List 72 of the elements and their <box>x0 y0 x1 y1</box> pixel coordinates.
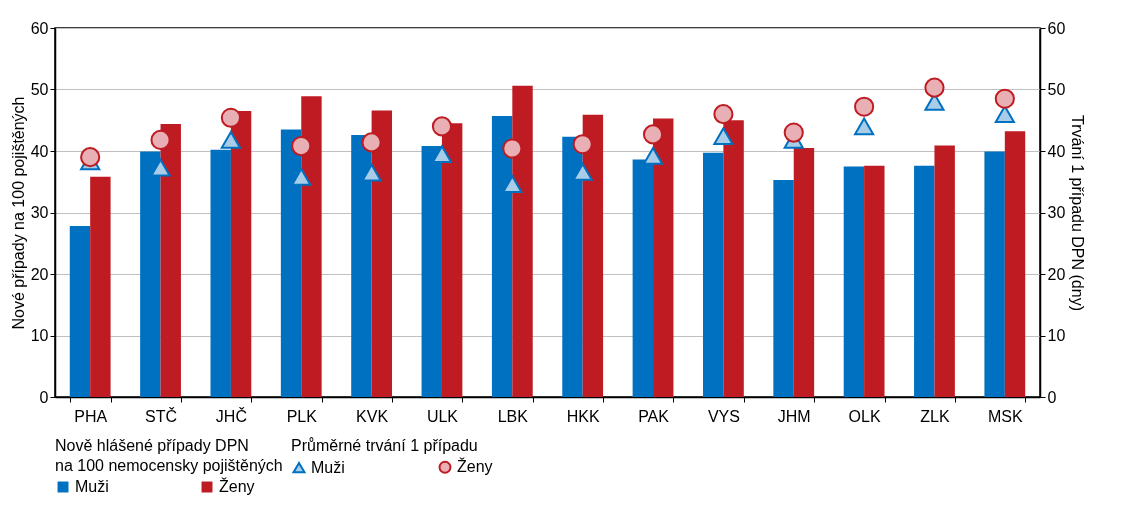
y-tick-label: 10 <box>30 327 49 344</box>
bar <box>702 152 724 397</box>
x-tick-label: LBK <box>497 407 529 425</box>
point <box>994 105 1015 123</box>
text: Nově hlášené případy DPN na 100 nemocensky pojištěných <box>55 437 283 474</box>
bar <box>914 165 935 397</box>
point <box>642 124 664 145</box>
y2-tick-label: 30 <box>1047 204 1066 221</box>
point <box>642 147 664 165</box>
x-tick-label: MSK <box>987 407 1023 425</box>
legend-label: Muži <box>75 478 109 495</box>
point <box>572 134 593 155</box>
x-tick-label: PHA <box>74 407 108 425</box>
y2-tick-label: 20 <box>1047 265 1066 283</box>
point <box>291 167 312 186</box>
bar <box>793 147 815 397</box>
point <box>924 77 945 98</box>
point <box>431 116 453 137</box>
x-tick-label: PAK <box>638 407 670 425</box>
y2-axis-title: Trvání 1 případu DPN (dny) <box>1069 115 1087 311</box>
point <box>150 158 171 177</box>
bar <box>934 145 955 397</box>
x-tick-label: STČ <box>145 406 178 425</box>
x-tick-label: VYS <box>707 407 740 425</box>
point <box>80 147 101 168</box>
point <box>572 163 593 181</box>
y2-tick-label: 0 <box>1047 388 1057 406</box>
legend-label: Muži <box>311 458 345 476</box>
text: Průměrné trvání 1 případu <box>291 437 478 454</box>
x-tick-label: JHČ <box>215 406 247 425</box>
y-tick-label: 20 <box>30 265 49 283</box>
bar <box>984 151 1005 397</box>
x-tick-label: PLK <box>286 407 318 425</box>
point <box>502 175 523 194</box>
point <box>220 107 241 128</box>
x-tick-label: JHM <box>777 407 811 425</box>
y2-tick-label: 60 <box>1047 19 1066 37</box>
y-axis-title: Nové případy na 100 pojištěných <box>9 96 27 330</box>
point <box>150 129 171 150</box>
x-tick-label: ZLK <box>920 407 950 425</box>
y-tick-label: 30 <box>30 204 49 221</box>
point <box>713 127 734 146</box>
point <box>994 88 1015 109</box>
x-tick-label: OLK <box>848 407 881 425</box>
bar <box>864 165 885 397</box>
point <box>713 104 734 125</box>
bar <box>1004 131 1026 397</box>
point <box>854 117 875 136</box>
x-tick-label: HKK <box>566 407 600 425</box>
y2-tick-label: 50 <box>1047 81 1066 98</box>
point <box>291 136 312 157</box>
legend-label: Ženy <box>219 477 255 495</box>
y-tick-label: 50 <box>30 81 49 98</box>
point <box>502 138 523 159</box>
y-tick-label: 0 <box>39 388 49 406</box>
y-tick-label: 60 <box>30 19 49 37</box>
point <box>431 145 453 163</box>
y2-tick-label: 40 <box>1047 142 1066 160</box>
bar <box>90 176 111 397</box>
x-tick-label: KVK <box>356 407 389 425</box>
point <box>783 122 804 143</box>
bar <box>773 179 794 397</box>
x-tick-label: ULK <box>426 407 459 425</box>
point <box>854 96 875 117</box>
bar <box>69 226 91 397</box>
point <box>361 163 382 182</box>
point <box>361 132 382 153</box>
y2-tick-label: 10 <box>1047 327 1066 344</box>
bar <box>843 166 865 397</box>
point <box>220 131 241 149</box>
legend-label: Ženy <box>457 457 493 476</box>
y-tick-label: 40 <box>30 142 49 160</box>
